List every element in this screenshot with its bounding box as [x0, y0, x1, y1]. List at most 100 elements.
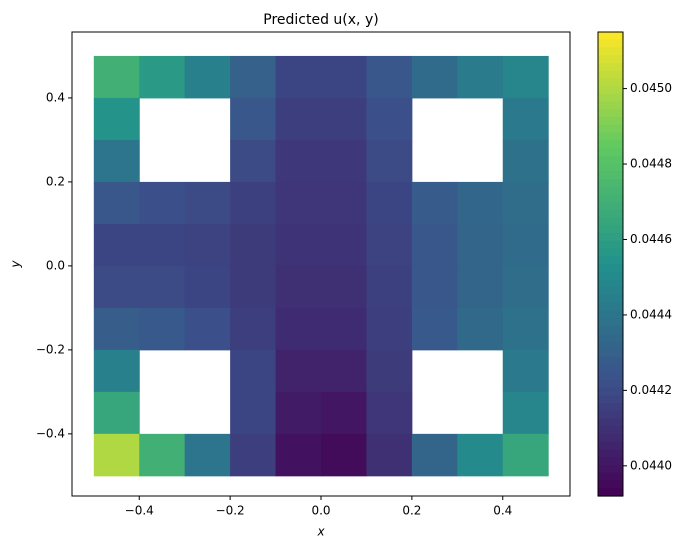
cell	[321, 391, 367, 435]
colorbar-segment	[598, 472, 623, 482]
cell	[366, 223, 413, 267]
cell	[93, 349, 140, 393]
cell	[184, 223, 231, 267]
colorbar-segment	[598, 387, 623, 397]
cell	[366, 265, 413, 309]
cell	[230, 181, 277, 225]
cell	[93, 433, 140, 477]
cell	[321, 307, 367, 351]
cell	[93, 139, 140, 183]
cell	[139, 307, 186, 351]
colorbar-segment	[598, 209, 623, 219]
cell	[275, 223, 322, 267]
y-tick-label: 0.2	[46, 174, 65, 188]
cell	[275, 55, 322, 99]
colorbar-segment	[598, 349, 623, 358]
colorbar-segment	[598, 32, 623, 41]
colorbar-segment	[598, 434, 623, 443]
cell	[93, 181, 140, 225]
cell	[230, 349, 277, 393]
cell	[366, 349, 413, 393]
cell	[502, 433, 549, 477]
cell	[275, 307, 322, 351]
cell	[230, 265, 277, 309]
colorbar-segment	[598, 248, 623, 257]
colorbar-segment	[598, 380, 623, 389]
cell	[411, 307, 458, 351]
cell	[457, 181, 504, 225]
cell	[457, 223, 504, 267]
colorbar-segment	[598, 395, 623, 404]
colorbar-segment	[598, 93, 623, 103]
cell	[321, 349, 367, 393]
cell	[321, 433, 367, 477]
cell	[502, 55, 549, 99]
cell	[93, 307, 140, 351]
chart-title: Predicted u(x, y)	[263, 12, 378, 28]
colorbar-tick-label: 0.0442	[630, 383, 672, 397]
cell	[275, 139, 322, 183]
cell	[230, 391, 277, 435]
cell	[230, 97, 277, 141]
colorbar-segment	[598, 426, 623, 435]
cell	[502, 139, 549, 183]
colorbar-segment	[598, 109, 623, 118]
colorbar-segment	[598, 178, 623, 188]
cell	[139, 55, 186, 99]
cell	[230, 55, 277, 99]
colorbar-segment	[598, 372, 623, 381]
colorbar-segment	[598, 318, 623, 327]
colorbar-segment	[598, 171, 623, 180]
cell	[275, 265, 322, 309]
cell	[366, 181, 413, 225]
cell	[139, 223, 186, 267]
cell	[93, 97, 140, 141]
cell	[230, 139, 277, 183]
colorbar-segment	[598, 465, 623, 474]
colorbar-segment	[598, 39, 623, 49]
colorbar-segment	[598, 240, 623, 250]
colorbar-segment	[598, 410, 623, 420]
cell	[230, 433, 277, 477]
colorbar-segment	[598, 62, 623, 72]
colorbar-segment	[598, 186, 623, 195]
colorbar-segment	[598, 302, 623, 311]
cell	[366, 391, 413, 435]
cell	[502, 181, 549, 225]
colorbar-segment	[598, 480, 623, 489]
cell	[139, 181, 186, 225]
cell	[139, 433, 186, 477]
cell	[457, 433, 504, 477]
colorbar-segment	[598, 341, 623, 350]
colorbar-segment	[598, 403, 623, 412]
cell	[275, 349, 322, 393]
cell	[321, 139, 367, 183]
colorbar-segment	[598, 117, 623, 126]
y-axis-label: y	[9, 260, 23, 269]
colorbar-segment	[598, 457, 623, 466]
cell	[411, 181, 458, 225]
cell	[275, 391, 322, 435]
cell	[93, 391, 140, 435]
colorbar-segment	[598, 225, 623, 234]
cell	[93, 55, 140, 99]
colorbar-segment	[598, 287, 623, 296]
cell	[275, 97, 322, 141]
y-tick-label: 0.0	[46, 258, 65, 272]
cell	[457, 265, 504, 309]
cell	[139, 265, 186, 309]
cell	[366, 55, 413, 99]
cell	[502, 391, 549, 435]
cell	[502, 349, 549, 393]
colorbar-segment	[598, 364, 623, 373]
cell	[321, 97, 367, 141]
cell	[366, 97, 413, 141]
colorbar-segment	[598, 441, 623, 451]
colorbar-segment	[598, 264, 623, 273]
x-tick-label: −0.2	[216, 504, 245, 518]
colorbar-tick-label: 0.0448	[630, 157, 672, 171]
colorbar-segment	[598, 233, 623, 242]
y-tick-label: −0.4	[36, 426, 65, 440]
cell	[366, 139, 413, 183]
